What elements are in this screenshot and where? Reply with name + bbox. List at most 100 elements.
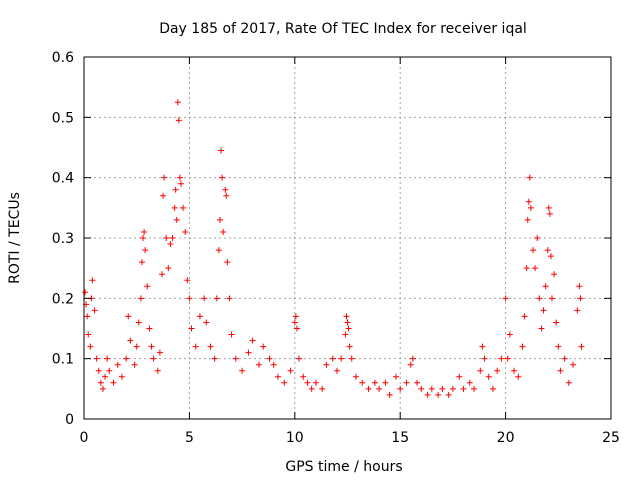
data-point	[524, 216, 531, 223]
data-point	[99, 385, 106, 392]
data-point	[141, 228, 148, 235]
data-point	[207, 343, 214, 350]
data-point	[344, 319, 351, 326]
data-point	[148, 343, 155, 350]
data-point	[232, 355, 239, 362]
chart-title: Day 185 of 2017, Rate Of TEC Index for r…	[159, 21, 527, 37]
data-point	[85, 331, 92, 338]
x-tick-label: 5	[185, 430, 194, 446]
data-point	[511, 367, 518, 374]
data-point	[382, 379, 389, 386]
data-point	[424, 391, 431, 398]
data-point	[171, 204, 178, 211]
data-point	[545, 204, 552, 211]
data-point	[548, 295, 555, 302]
data-point	[435, 391, 442, 398]
data-point	[110, 379, 117, 386]
data-point	[445, 391, 452, 398]
data-point	[137, 295, 144, 302]
data-point	[376, 385, 383, 392]
data-point	[557, 367, 564, 374]
data-point	[118, 373, 125, 380]
data-point	[249, 337, 256, 344]
data-point	[418, 385, 425, 392]
data-point	[180, 204, 187, 211]
data-point	[345, 325, 352, 332]
data-point	[287, 367, 294, 374]
data-point	[97, 379, 104, 386]
data-point	[371, 379, 378, 386]
data-point	[570, 361, 577, 368]
data-point	[489, 385, 496, 392]
y-tick-label: 0.4	[52, 171, 74, 187]
data-point	[519, 343, 526, 350]
data-point	[515, 373, 522, 380]
data-point	[323, 361, 330, 368]
data-point	[169, 235, 176, 241]
data-point	[352, 373, 359, 380]
y-tick-label: 0	[65, 412, 74, 428]
data-point	[150, 355, 157, 362]
data-point	[223, 192, 230, 199]
data-point	[504, 355, 511, 362]
data-points	[82, 99, 585, 398]
data-point	[530, 247, 537, 254]
data-point	[296, 355, 303, 362]
x-tick-label: 25	[602, 430, 620, 446]
data-point	[173, 216, 180, 223]
data-point	[184, 277, 191, 284]
data-point	[542, 283, 549, 290]
data-point	[89, 277, 96, 284]
data-point	[133, 343, 140, 350]
data-point	[304, 379, 311, 386]
data-point	[91, 307, 98, 314]
data-point	[346, 343, 353, 350]
data-point	[428, 385, 435, 392]
data-point	[536, 295, 543, 302]
data-point	[293, 325, 300, 332]
data-point	[348, 355, 355, 362]
data-point	[220, 228, 227, 235]
data-point	[215, 247, 222, 254]
data-point	[292, 313, 299, 320]
data-point	[266, 355, 273, 362]
data-point	[342, 331, 349, 338]
data-point	[546, 210, 553, 217]
data-point	[156, 349, 163, 356]
data-point	[158, 271, 165, 278]
y-tick-label: 0.6	[52, 50, 74, 66]
data-point	[182, 228, 189, 235]
x-tick-label: 0	[80, 430, 89, 446]
y-tick-label: 0.3	[52, 231, 74, 247]
data-point	[114, 361, 121, 368]
data-point	[219, 174, 226, 181]
data-point	[125, 313, 132, 320]
data-point	[343, 313, 350, 320]
data-point	[82, 289, 89, 296]
data-point	[359, 379, 366, 386]
data-point	[494, 367, 501, 374]
data-point	[466, 379, 473, 386]
data-point	[239, 367, 246, 374]
y-tick-label: 0.2	[52, 291, 74, 307]
data-point	[104, 355, 111, 362]
data-point	[177, 180, 184, 187]
data-point	[222, 186, 229, 193]
data-point	[102, 373, 109, 380]
data-point	[456, 373, 463, 380]
data-point	[525, 198, 532, 205]
y-axis-label: ROTI / TECUs	[7, 192, 23, 284]
data-point	[260, 343, 267, 350]
data-point	[87, 343, 94, 350]
data-point	[485, 373, 492, 380]
data-point	[526, 174, 533, 181]
data-point	[338, 355, 345, 362]
data-point	[574, 307, 581, 314]
data-point	[578, 343, 585, 350]
data-point	[439, 385, 446, 392]
data-point	[196, 313, 203, 320]
data-point	[172, 186, 179, 193]
data-point	[203, 319, 210, 326]
